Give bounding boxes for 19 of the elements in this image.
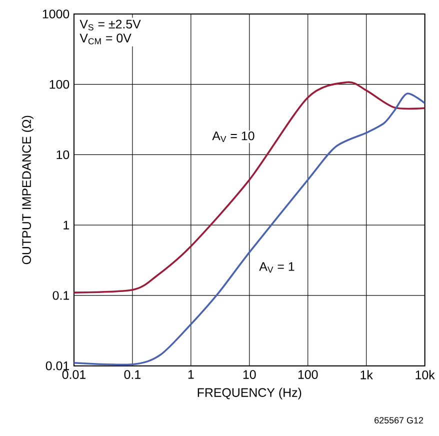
annotation: V$_{CM}$ = 0V (80, 34, 132, 44)
x-tick-label: 10k (416, 370, 435, 380)
text: 625567 G12 (374, 417, 423, 424)
y-tick-label: 1 (64, 220, 70, 230)
y-tick-label: 100 (50, 80, 70, 89)
annotation: V$_{S}$ = ±2.5V (80, 20, 141, 31)
x-tick-label: 10 (243, 370, 256, 380)
series-label: A$_{V}$ = 10 (212, 132, 254, 142)
x-tick-label: 1k (360, 370, 373, 380)
x-tick-label: 1 (188, 370, 194, 379)
y-tick-label: 10 (56, 150, 70, 160)
y-tick-label: 1000 (42, 10, 70, 18)
x-tick-label: 100 (298, 370, 318, 380)
x-tick-label: 0.1 (124, 370, 140, 380)
x-axis-title: FREQUENCY (Hz) (198, 388, 302, 400)
series-label: A$_{V}$ = 1 (259, 262, 294, 273)
y-tick-label: 0.01 (46, 362, 70, 370)
y-axis-title: OUTPUT IMPEDANCE (Ω) (22, 116, 34, 264)
y-tick-label: 0.1 (52, 291, 70, 300)
